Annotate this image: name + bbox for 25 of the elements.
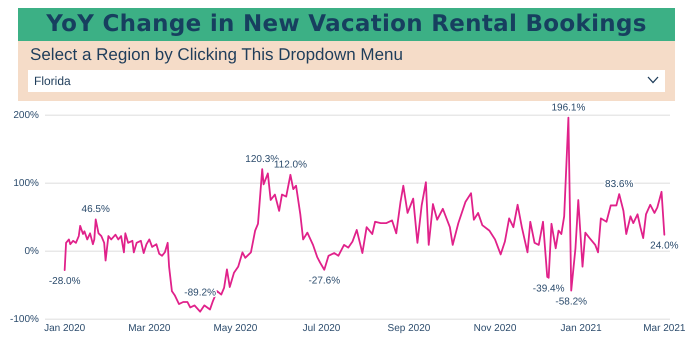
annotation: 196.1% (551, 102, 586, 114)
annotation: -27.6% (308, 276, 340, 287)
x-tick-label: Mar 2020 (128, 322, 171, 334)
x-tick-label: Jan 2020 (44, 322, 86, 334)
dropdown: Florida (28, 70, 665, 92)
chart-subtitle: Select a Region by Clicking This Dropdown Menu (30, 45, 403, 65)
annotation: -39.4% (532, 284, 565, 295)
annotation: -28.0% (48, 276, 81, 287)
annotation: 46.5% (82, 204, 110, 216)
x-tick-label: May 2020 (213, 322, 258, 334)
annotation: 24.0% (650, 240, 679, 252)
x-tick-label: Jan 2021 (560, 322, 602, 334)
x-tick-label: Sep 2020 (388, 322, 431, 334)
annotation: -89.2% (184, 287, 216, 298)
y-tick-label: 200% (13, 110, 40, 121)
y-tick-label: 0% (24, 246, 40, 257)
annotation: 83.6% (605, 178, 634, 190)
annotation: -58.2% (555, 296, 588, 308)
x-tick-label: Nov 2020 (474, 322, 517, 334)
y-tick-label: 100% (13, 178, 40, 189)
y-tick-label: -100% (10, 314, 40, 325)
x-tick-label: Mar 2021 (643, 322, 686, 334)
x-tick-label: Jul 2020 (302, 322, 341, 334)
annotation: 112.0% (274, 160, 308, 171)
chart-title: YoY Change in New Vacation Rental Bookings (18, 8, 675, 41)
